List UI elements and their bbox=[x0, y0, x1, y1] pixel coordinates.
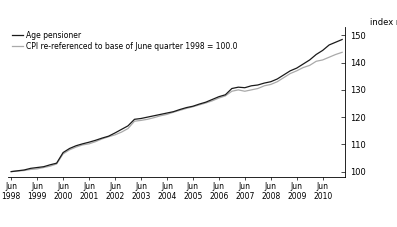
CPI re-referenced to base of June quarter 1998 = 100.0 bbox=[314, 60, 318, 63]
CPI re-referenced to base of June quarter 1998 = 100.0 bbox=[164, 113, 169, 116]
CPI re-referenced to base of June quarter 1998 = 100.0 bbox=[340, 51, 345, 54]
Age pensioner bbox=[125, 124, 130, 127]
CPI re-referenced to base of June quarter 1998 = 100.0 bbox=[125, 127, 130, 130]
Legend: Age pensioner, CPI re-referenced to base of June quarter 1998 = 100.0: Age pensioner, CPI re-referenced to base… bbox=[12, 31, 238, 51]
CPI re-referenced to base of June quarter 1998 = 100.0 bbox=[9, 170, 13, 173]
Age pensioner bbox=[314, 53, 318, 56]
Line: Age pensioner: Age pensioner bbox=[11, 39, 342, 172]
Age pensioner bbox=[210, 98, 215, 101]
CPI re-referenced to base of June quarter 1998 = 100.0 bbox=[223, 94, 228, 97]
Line: CPI re-referenced to base of June quarter 1998 = 100.0: CPI re-referenced to base of June quarte… bbox=[11, 52, 342, 172]
Age pensioner bbox=[164, 112, 169, 114]
Y-axis label: index no.: index no. bbox=[370, 18, 397, 27]
Age pensioner bbox=[35, 166, 40, 169]
CPI re-referenced to base of June quarter 1998 = 100.0 bbox=[210, 99, 215, 102]
Age pensioner bbox=[223, 94, 228, 96]
Age pensioner bbox=[340, 38, 345, 41]
Age pensioner bbox=[9, 170, 13, 173]
CPI re-referenced to base of June quarter 1998 = 100.0 bbox=[35, 168, 40, 170]
